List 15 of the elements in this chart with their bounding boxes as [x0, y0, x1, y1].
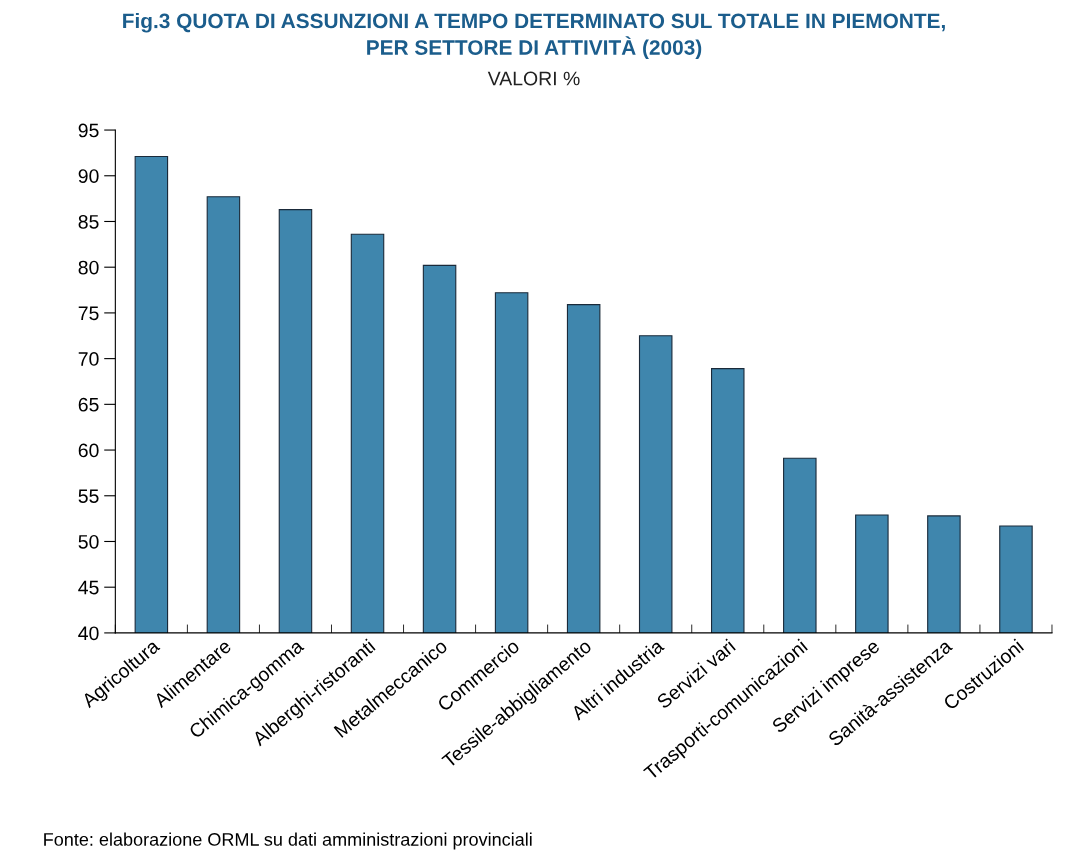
y-tick-label: 75: [78, 306, 99, 321]
y-tick-label: 50: [78, 534, 99, 549]
y-tick-label: 80: [78, 260, 99, 275]
source-note: Fonte: elaborazione ORML su dati amministrazioni provinciali: [44, 832, 532, 850]
y-tick-label: 60: [78, 443, 99, 458]
y-tick-label: 85: [78, 214, 99, 229]
y-tick-label: 45: [78, 580, 99, 595]
y-tick-label: 95: [78, 123, 99, 138]
chart-subtitle: VALORI %: [487, 71, 580, 86]
y-tick-label: 65: [78, 397, 99, 412]
y-tick-label: 40: [78, 626, 99, 641]
chart-title: Fig.3 QUOTA DI ASSUNZIONI A TEMPO DETERMINATO SUL TOTALE IN PIEMONTE, PER SETTORE DI ATTIVITÀ (2003): [123, 13, 945, 59]
y-tick-label: 70: [78, 352, 99, 366]
y-tick-label: 90: [78, 169, 99, 183]
y-tick-label: 55: [78, 489, 99, 503]
